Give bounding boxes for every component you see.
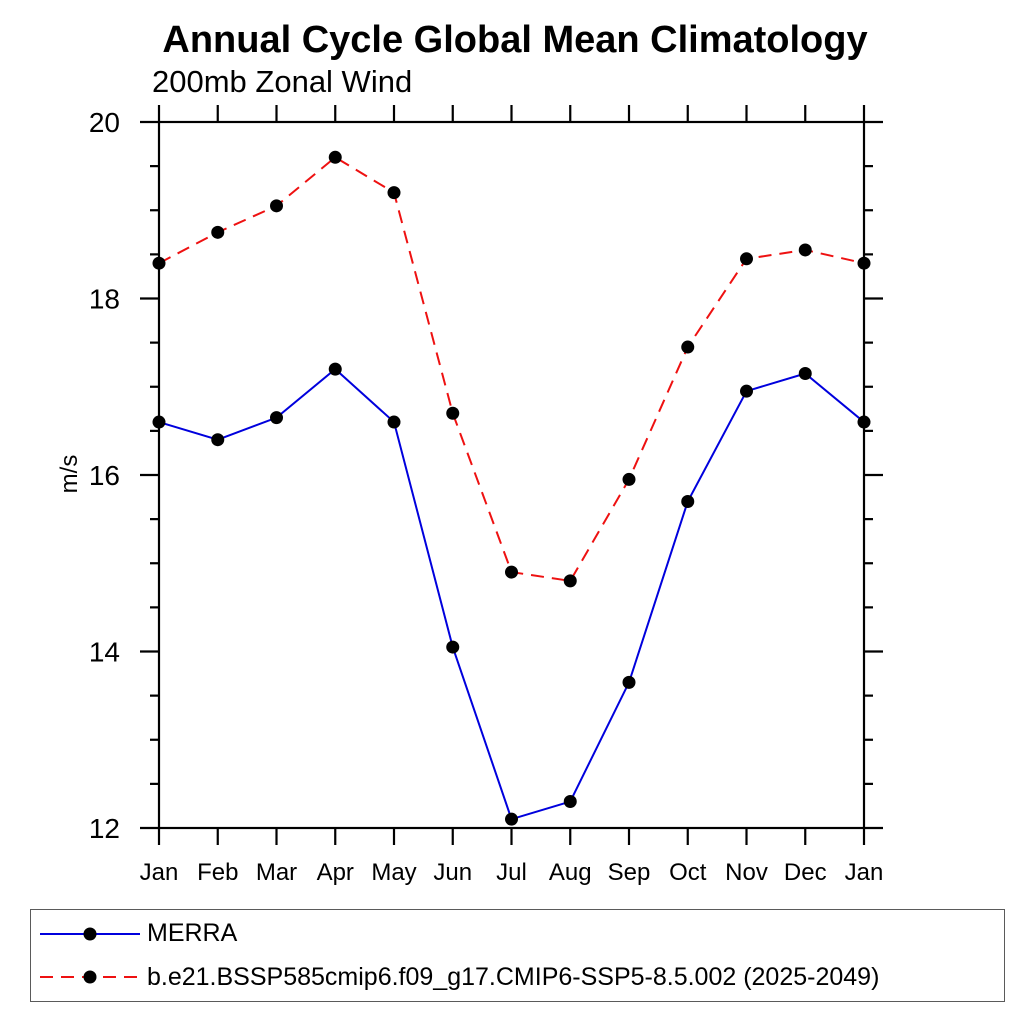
- legend-label-merra: MERRA: [147, 919, 238, 948]
- legend: MERRA b.e21.BSSP585cmip6.f09_g17.CMIP6-S…: [30, 909, 1005, 1002]
- data-point-marker: [328, 362, 342, 376]
- data-point-marker: [152, 256, 166, 270]
- x-tick-label: Jul: [496, 859, 527, 886]
- data-point-marker: [622, 472, 636, 486]
- merra-line: [158, 367, 865, 821]
- data-point-marker: [505, 812, 518, 826]
- legend-sample-marker: [83, 927, 97, 941]
- x-tick-label: Nov: [725, 859, 768, 886]
- y-tick-label: 12: [89, 813, 120, 844]
- data-point-marker: [857, 256, 871, 270]
- y-tick-label: 20: [89, 107, 120, 138]
- chart-title: Annual Cycle Global Mean Climatology: [162, 19, 868, 61]
- data-point-marker: [798, 243, 812, 257]
- x-tick-label: Feb: [197, 859, 238, 886]
- legend-label-model: b.e21.BSSP585cmip6.f09_g17.CMIP6-SSP5-8.…: [147, 962, 880, 991]
- data-point-marker: [740, 384, 753, 398]
- legend-item-model: b.e21.BSSP585cmip6.f09_g17.CMIP6-SSP5-8.…: [37, 957, 1004, 997]
- data-point-marker: [563, 795, 577, 809]
- data-point-marker: [270, 199, 283, 213]
- legend-line-sample-dashed: [40, 970, 140, 984]
- data-point-marker: [328, 150, 342, 164]
- legend-sample-marker: [83, 970, 97, 984]
- data-point-marker: [798, 367, 812, 381]
- x-tick-label: Dec: [784, 859, 827, 886]
- data-point-marker: [446, 640, 460, 654]
- data-point-marker: [681, 340, 695, 354]
- data-point-marker: [152, 415, 166, 429]
- x-tick-label: Jun: [433, 859, 472, 886]
- y-tick-label: 18: [89, 284, 120, 315]
- y-tick-label: 14: [89, 637, 120, 668]
- model-line: [158, 156, 865, 582]
- x-tick-label: Sep: [608, 859, 651, 886]
- data-point-marker: [387, 415, 401, 429]
- plot-frame: [157, 120, 866, 830]
- data-point-marker: [681, 494, 695, 508]
- x-tick-label: Apr: [317, 859, 354, 886]
- x-tick-label: Aug: [549, 859, 592, 886]
- data-point-marker: [270, 411, 283, 425]
- data-point-marker: [211, 225, 225, 239]
- x-tick-label: Jan: [140, 859, 179, 886]
- data-point-marker: [563, 574, 577, 588]
- data-point-marker: [387, 186, 401, 200]
- x-tick-label: Oct: [669, 859, 707, 886]
- legend-line-sample-solid: [40, 927, 140, 941]
- data-point-marker: [211, 433, 225, 447]
- data-point-marker: [740, 252, 753, 266]
- data-point-marker: [505, 565, 518, 579]
- x-tick-label: Mar: [256, 859, 297, 886]
- legend-item-merra: MERRA: [37, 914, 1004, 954]
- y-tick-label: 16: [89, 460, 120, 491]
- data-point-marker: [622, 675, 636, 689]
- x-tick-label: May: [371, 859, 416, 886]
- data-point-marker: [446, 406, 460, 420]
- x-tick-label: Jan: [845, 859, 884, 886]
- chart-subtitle: 200mb Zonal Wind: [152, 64, 413, 99]
- data-point-marker: [857, 415, 871, 429]
